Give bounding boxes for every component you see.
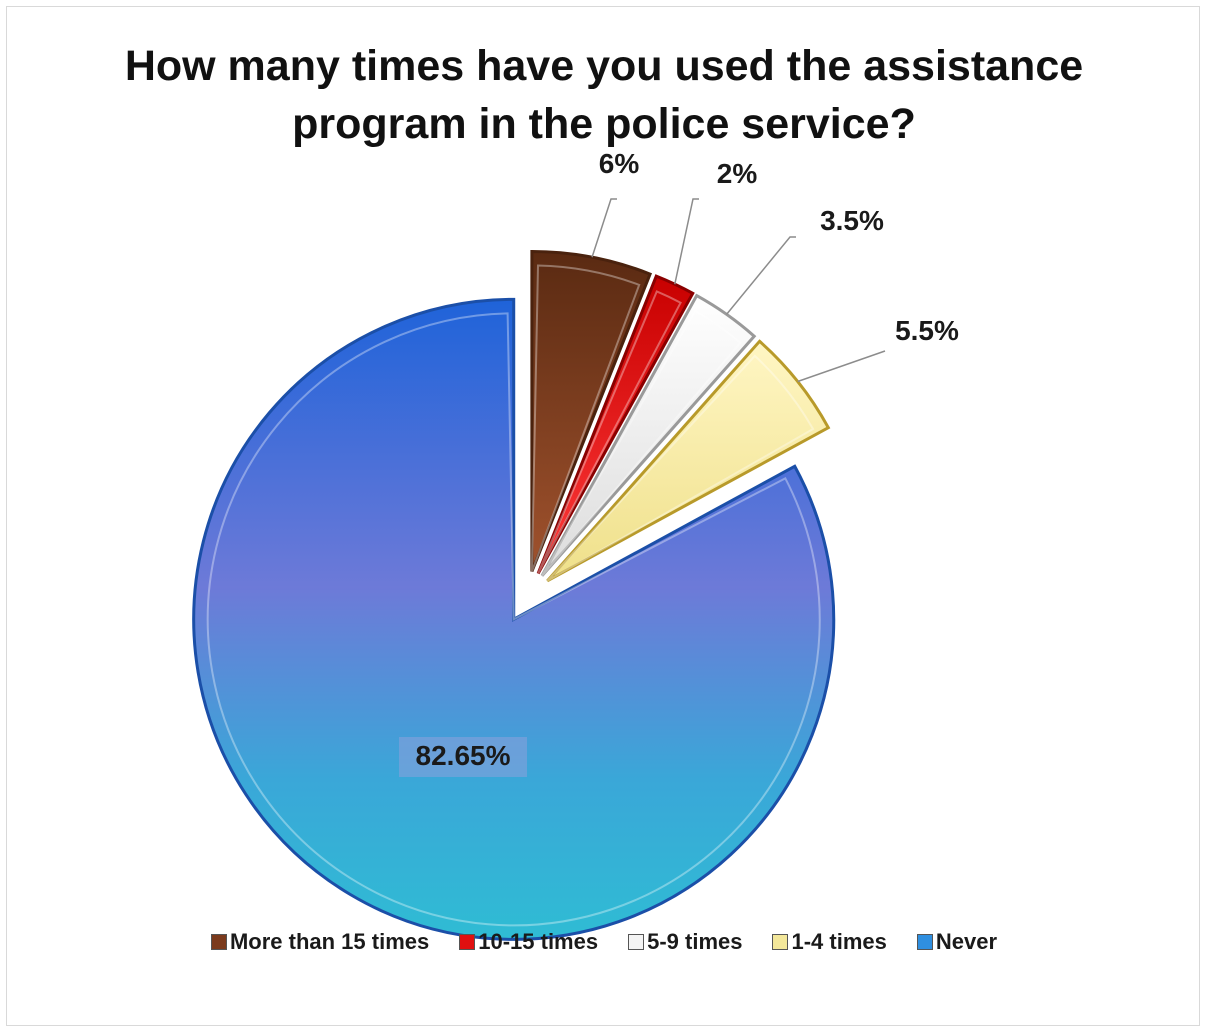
- pie-slice-never: [192, 297, 836, 941]
- pie-chart: 6% 2% 3.5% 5.5% 82.65%: [192, 148, 959, 941]
- leader-line-more-than-15-times: [591, 198, 617, 258]
- data-labels: 6% 2% 3.5% 5.5% 82.65%: [399, 148, 959, 777]
- data-label-5-9-times: 3.5%: [820, 205, 884, 236]
- legend-swatch-5-9-times: [628, 934, 645, 950]
- pie-slice-bevel-never: [206, 312, 821, 927]
- legend-label-1-4-times: 1-4 times: [791, 929, 887, 954]
- data-label-more-than-15-times: 6%: [599, 148, 640, 179]
- pie-slice-bevel-more-than-15-times: [530, 264, 641, 572]
- legend-item-never: Never: [916, 929, 998, 955]
- legend-item-5-9-times: 5-9 times: [628, 929, 742, 955]
- legend-swatch-never: [916, 934, 933, 950]
- legend-swatch-1-4-times: [772, 934, 789, 950]
- pie-slice-bevel-5-9-times: [541, 309, 742, 577]
- chart-title: How many times have you used the assista…: [7, 37, 1201, 153]
- legend-item-10-15-times: 10-15 times: [459, 929, 598, 955]
- pie-slice-bevel-1-4-times: [546, 354, 815, 582]
- data-label-1-4-times: 5.5%: [895, 315, 959, 346]
- chart-frame: How many times have you used the assista…: [6, 6, 1200, 1026]
- legend-swatch-more-than-15-times: [210, 934, 227, 950]
- legend-item-1-4-times: 1-4 times: [772, 929, 887, 955]
- pie-slice-5-9-times: [540, 293, 757, 577]
- legend-item-more-than-15-times: More than 15 times: [210, 929, 430, 955]
- legend-label-never: Never: [935, 929, 998, 954]
- leader-line-5-9-times: [725, 236, 796, 315]
- leader-line-1-4-times: [797, 350, 886, 383]
- pie-slice-1-4-times: [546, 339, 831, 583]
- chart-title-line-2: program in the police service?: [292, 100, 916, 148]
- legend-label-5-9-times: 5-9 times: [647, 929, 743, 954]
- legend: More than 15 times 10-15 times 5-9 times 1-…: [7, 929, 1201, 955]
- data-label-10-15-times: 2%: [717, 158, 758, 189]
- chart-title-line-1: How many times have you used the assista…: [124, 42, 1084, 90]
- pie-slice-bevel-10-15-times: [537, 290, 682, 574]
- data-label-box-never: [399, 737, 527, 777]
- pie-slice-more-than-15-times: [530, 249, 653, 573]
- leader-line-10-15-times: [674, 198, 699, 285]
- data-label-never: 82.65%: [416, 740, 511, 771]
- legend-label-10-15-times: 10-15 times: [478, 929, 599, 954]
- legend-swatch-10-15-times: [459, 934, 476, 950]
- leader-lines: [591, 198, 886, 383]
- legend-label-more-than-15-times: More than 15 times: [229, 929, 430, 954]
- pie-slices: [192, 249, 836, 941]
